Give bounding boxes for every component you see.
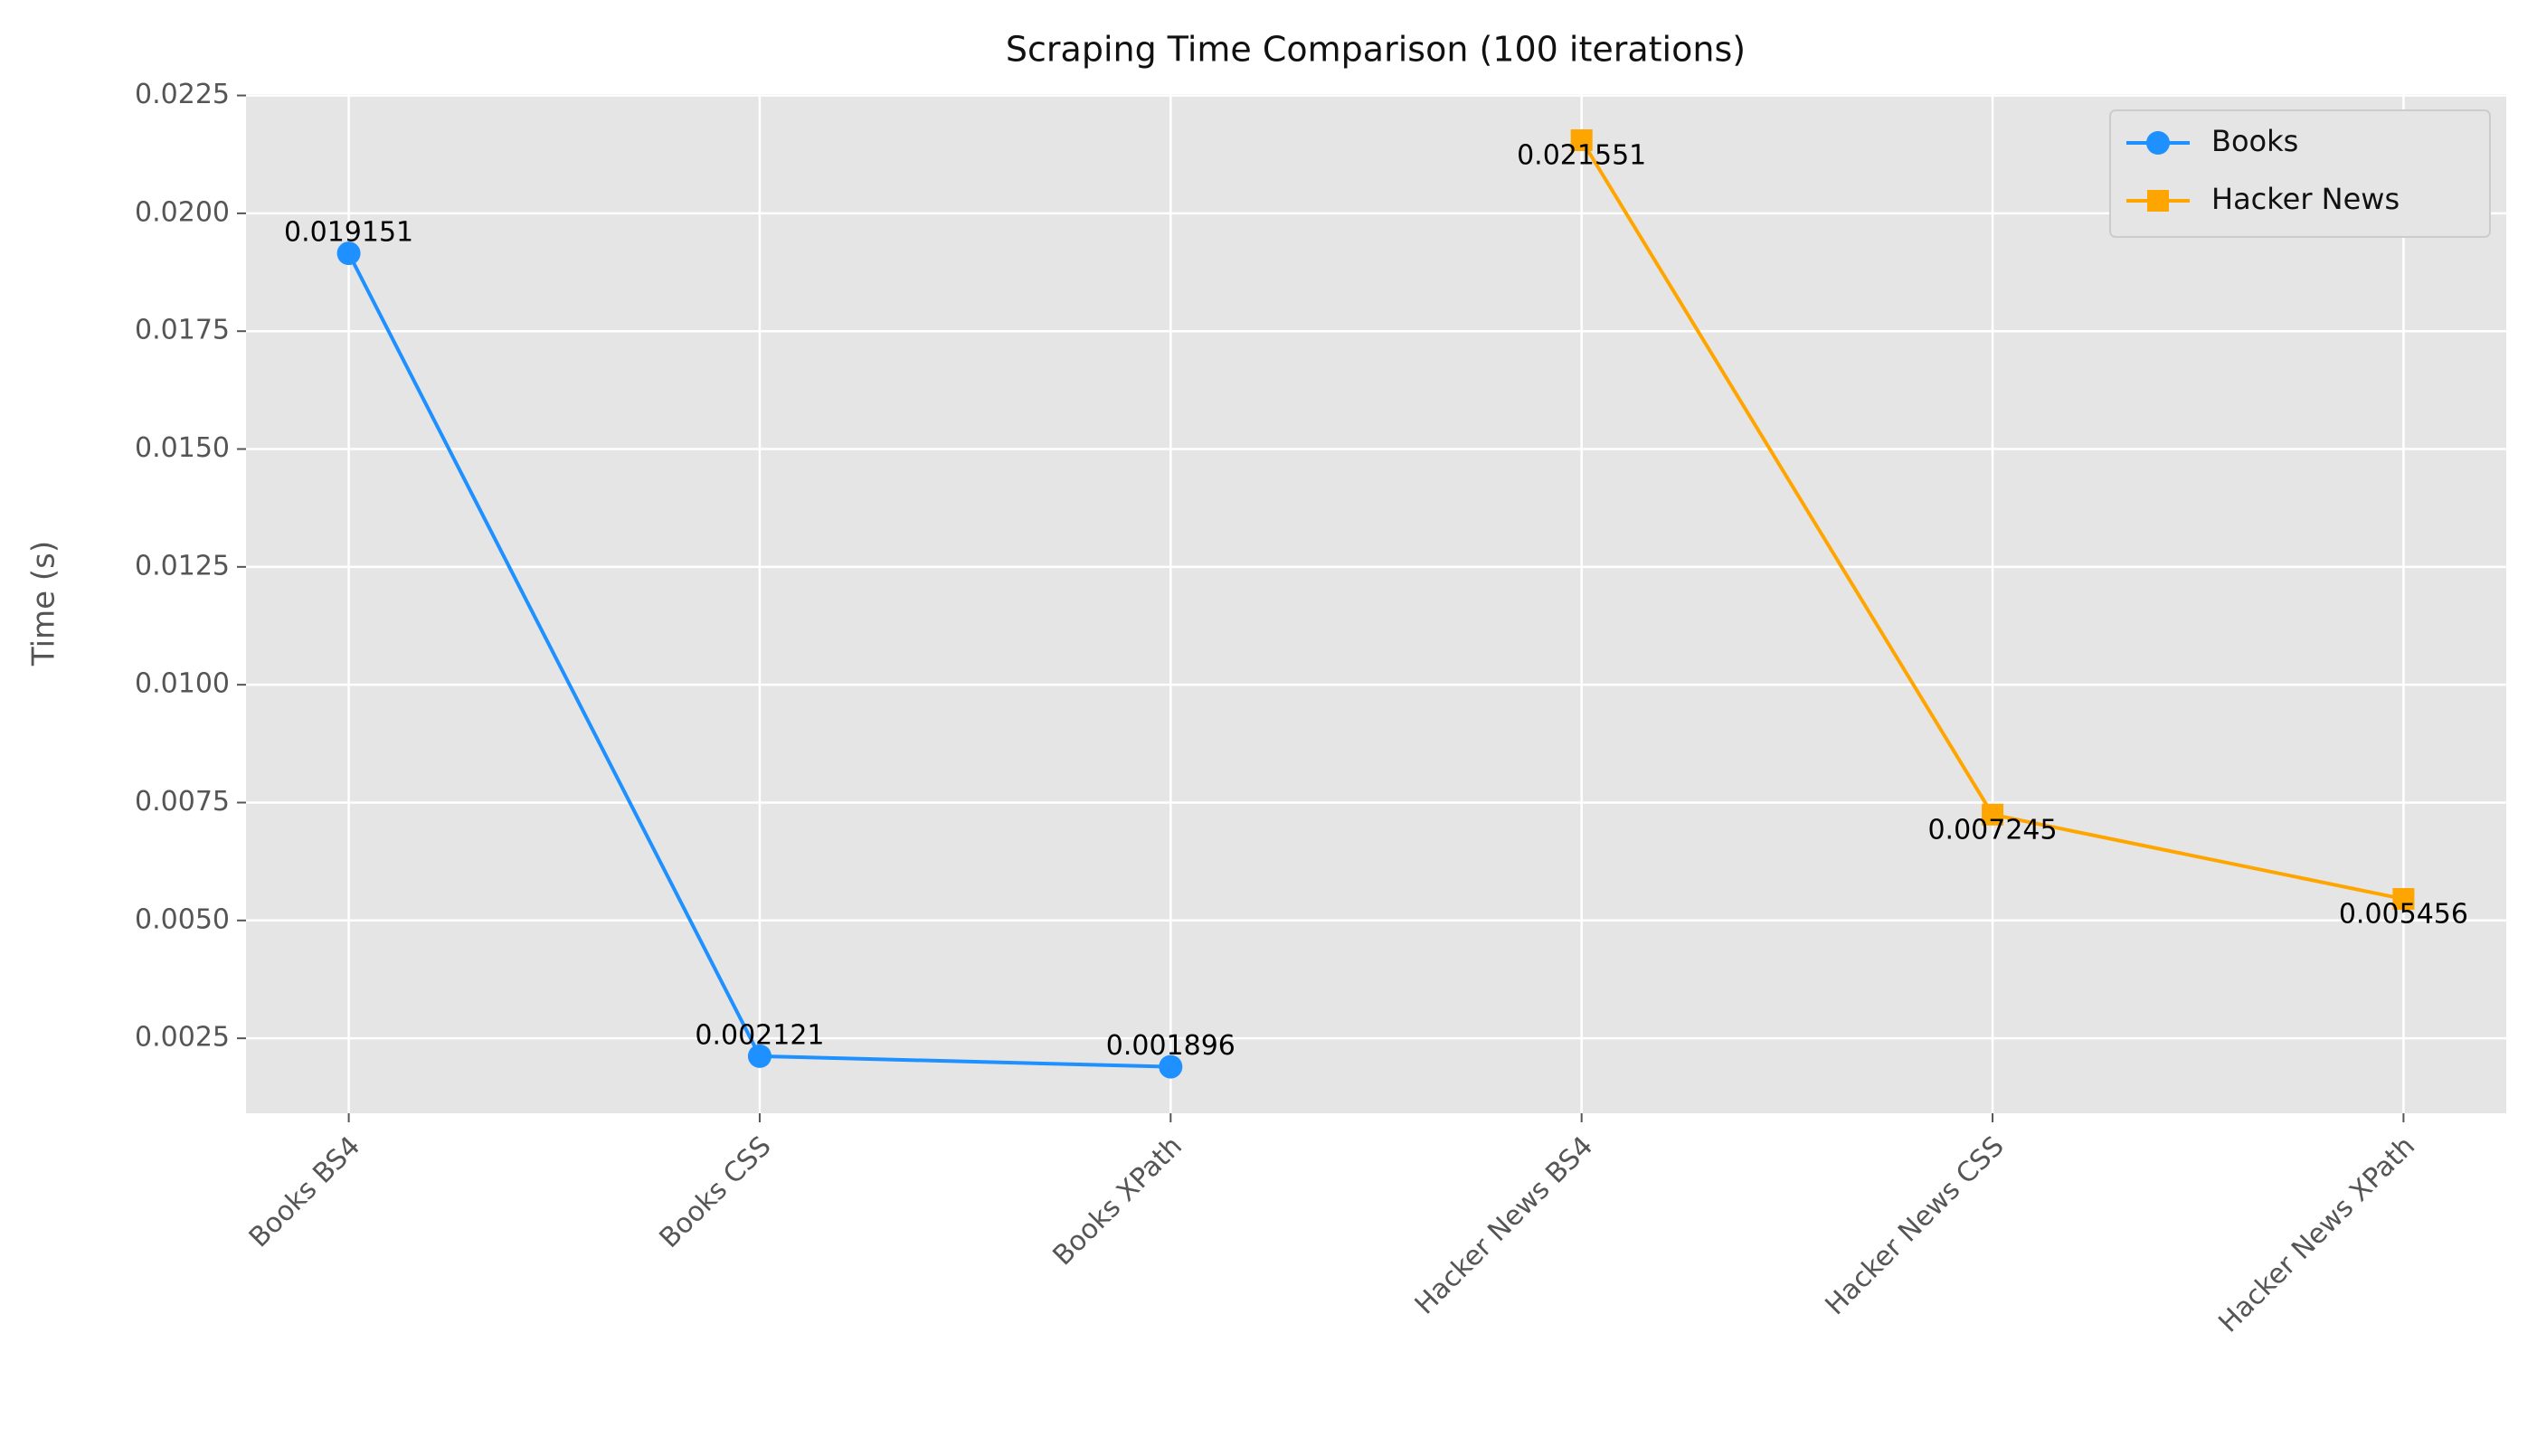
legend-box	[2109, 109, 2491, 238]
y-axis-label: Time (s)	[26, 541, 62, 667]
x-tick-label: Hacker News BS4	[1409, 1130, 1600, 1321]
marker	[336, 241, 361, 266]
y-tick-label: 0.0050	[135, 903, 230, 935]
marker	[747, 1044, 772, 1068]
data-label: 0.019151	[284, 217, 413, 249]
y-tick-label: 0.0225	[135, 79, 230, 110]
data-label: 0.021551	[1517, 140, 1646, 172]
y-tick-label: 0.0200	[135, 196, 230, 228]
x-tick-label: Books BS4	[243, 1130, 366, 1253]
marker	[1982, 803, 2004, 826]
marker	[2392, 888, 2415, 911]
y-tick-label: 0.0150	[135, 432, 230, 464]
plot-area	[246, 94, 2506, 1113]
legend-label: Hacker News	[2211, 182, 2400, 216]
y-tick-label: 0.0175	[135, 315, 230, 346]
x-tick-label: Hacker News XPath	[2212, 1130, 2421, 1339]
y-tick-label: 0.0025	[135, 1022, 230, 1054]
x-tick-label: Books XPath	[1047, 1130, 1188, 1272]
data-label: 0.007245	[1927, 814, 2057, 846]
data-label: 0.002121	[695, 1019, 824, 1051]
x-tick-label: Books CSS	[654, 1130, 778, 1254]
y-tick-label: 0.0075	[135, 786, 230, 818]
y-tick-label: 0.0100	[135, 668, 230, 700]
chart-title: Scraping Time Comparison (100 iterations…	[1006, 30, 1746, 70]
data-label: 0.005456	[2339, 899, 2468, 931]
marker	[1570, 129, 1593, 152]
marker	[2146, 131, 2170, 155]
marker	[1159, 1054, 1183, 1079]
y-tick-label: 0.0125	[135, 550, 230, 581]
legend-label: Books	[2211, 124, 2298, 158]
x-tick-label: Hacker News CSS	[1819, 1130, 2010, 1321]
data-label: 0.001896	[1106, 1030, 1235, 1062]
marker	[2147, 190, 2169, 212]
